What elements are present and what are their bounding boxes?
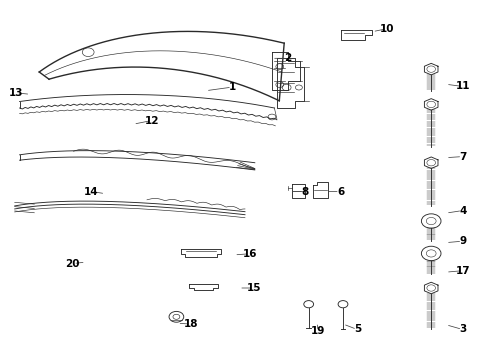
Text: 14: 14 xyxy=(83,186,98,197)
Text: 8: 8 xyxy=(301,186,308,197)
Text: 19: 19 xyxy=(310,326,325,336)
Text: 1: 1 xyxy=(229,82,236,92)
Text: 6: 6 xyxy=(337,186,344,197)
Text: 15: 15 xyxy=(246,283,261,293)
Text: 13: 13 xyxy=(8,88,23,98)
Text: 7: 7 xyxy=(459,152,467,162)
Text: 2: 2 xyxy=(285,53,292,63)
Text: 5: 5 xyxy=(354,324,361,334)
Text: 18: 18 xyxy=(184,319,198,329)
Text: 11: 11 xyxy=(456,81,470,91)
Text: 9: 9 xyxy=(460,236,466,246)
Text: 17: 17 xyxy=(456,266,470,276)
Text: 12: 12 xyxy=(145,116,159,126)
Text: 20: 20 xyxy=(65,258,80,269)
Text: 10: 10 xyxy=(380,24,394,34)
Text: 16: 16 xyxy=(243,249,257,259)
Text: 4: 4 xyxy=(459,206,467,216)
Text: 3: 3 xyxy=(460,324,466,334)
